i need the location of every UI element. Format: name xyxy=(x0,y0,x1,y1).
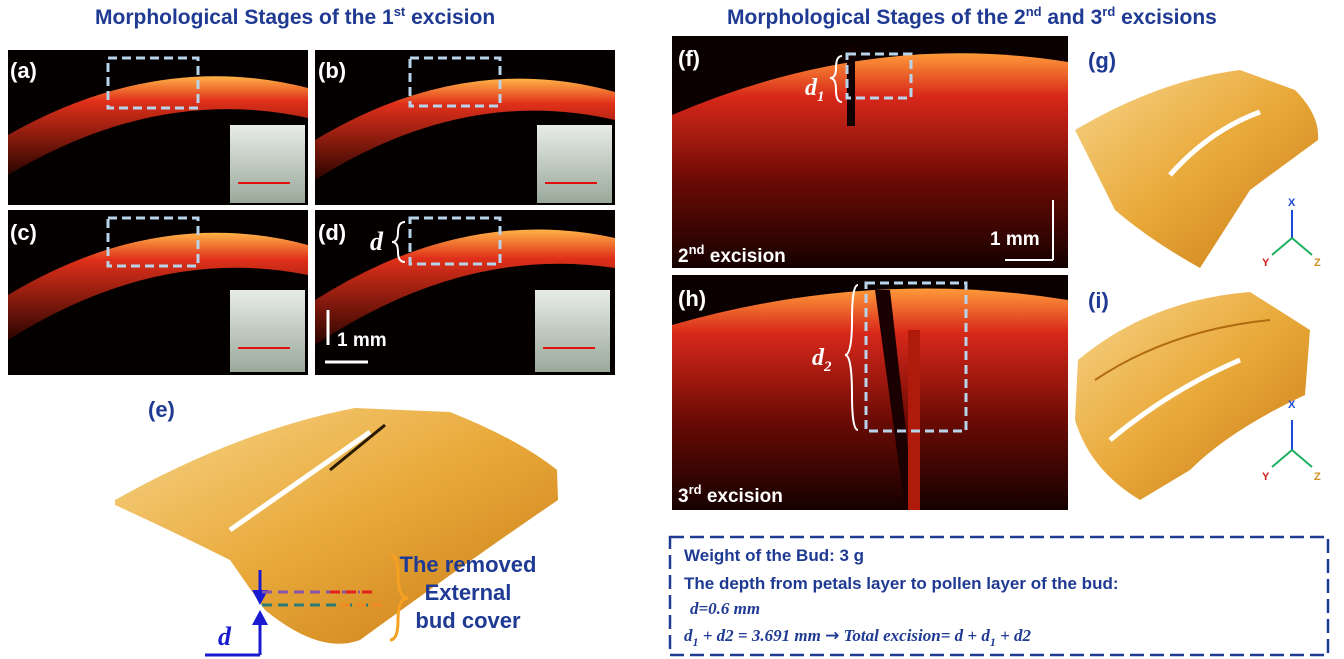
panel-label: (f) xyxy=(678,46,700,71)
panel-i: (i) X Y Z xyxy=(1075,288,1321,500)
panel-label: (h) xyxy=(678,286,706,311)
cover-label: External xyxy=(425,580,512,605)
text-part: + d2 xyxy=(996,626,1032,645)
panel-d: d 1 mm (d) xyxy=(315,210,615,375)
text-part: rd xyxy=(1102,4,1115,19)
text-part: Total excision= d + d xyxy=(839,626,990,645)
panel-label: (g) xyxy=(1088,48,1116,73)
axis-label: Y xyxy=(1262,257,1270,269)
text-part: nd xyxy=(689,242,705,257)
text-part: excision xyxy=(704,246,785,267)
text-part: excision xyxy=(405,6,495,29)
axis-label: Y xyxy=(1262,471,1270,483)
text-part: rd xyxy=(689,482,702,497)
text-part: Morphological Stages of the 1 xyxy=(95,6,394,29)
text-part: 2 xyxy=(823,359,832,375)
panel-label: (i) xyxy=(1088,288,1109,313)
text-part: excisions xyxy=(1115,6,1217,29)
panel-label: (e) xyxy=(148,397,175,422)
panel-label: (d) xyxy=(318,220,346,245)
figure: Morphological Stages of the 1st excision… xyxy=(0,0,1344,659)
text-part: st xyxy=(394,4,406,19)
depth-label: d xyxy=(370,227,384,256)
panel-c: (c) xyxy=(8,210,308,375)
axis-label: Z xyxy=(1314,471,1321,483)
axis-label: X xyxy=(1288,197,1296,209)
panel-e: (e) d The removed External bud cover xyxy=(115,397,558,655)
info-box: Weight of the Bud: 3 g The depth from pe… xyxy=(670,537,1328,655)
text-part: 3 xyxy=(678,486,689,507)
panel-label: (c) xyxy=(10,220,37,245)
info-line: d=0.6 mm xyxy=(690,599,760,618)
scale-bar-label: 1 mm xyxy=(990,229,1040,250)
info-line: d1 + d2 = 3.691 mm → Total excision= d +… xyxy=(684,626,1032,649)
panel-a: (a) xyxy=(8,50,308,205)
cover-label: bud cover xyxy=(415,608,521,633)
text-part: 2 xyxy=(678,246,689,267)
axis-label: X xyxy=(1288,399,1296,411)
text-part: excision xyxy=(702,486,783,507)
left-title: Morphological Stages of the 1st excision xyxy=(95,4,495,29)
depth-label: d xyxy=(218,622,232,651)
text-part: → xyxy=(825,626,839,646)
panel-label: (a) xyxy=(10,58,37,83)
panel-g: (g) X Y Z xyxy=(1075,48,1321,269)
text-part: + d2 = 3.691 mm xyxy=(699,626,826,645)
text-part: 1 xyxy=(817,89,825,105)
panel-label: (b) xyxy=(318,58,346,83)
info-line: The depth from petals layer to pollen la… xyxy=(684,574,1119,593)
axis-label: Z xyxy=(1314,257,1321,269)
panel-f: d1 1 mm 2nd excision (f) xyxy=(672,36,1068,268)
right-title: Morphological Stages of the 2nd and 3rd … xyxy=(727,4,1217,29)
panel-b: (b) xyxy=(315,50,615,205)
text-part: Morphological Stages of the 2 xyxy=(727,6,1026,29)
panel-h: d2 3rd excision (h) xyxy=(672,275,1068,510)
text-part: and 3 xyxy=(1042,6,1103,29)
scale-bar-label: 1 mm xyxy=(337,330,387,351)
cover-label: The removed xyxy=(400,552,537,577)
text-part: nd xyxy=(1026,4,1042,19)
info-line: Weight of the Bud: 3 g xyxy=(684,546,864,565)
